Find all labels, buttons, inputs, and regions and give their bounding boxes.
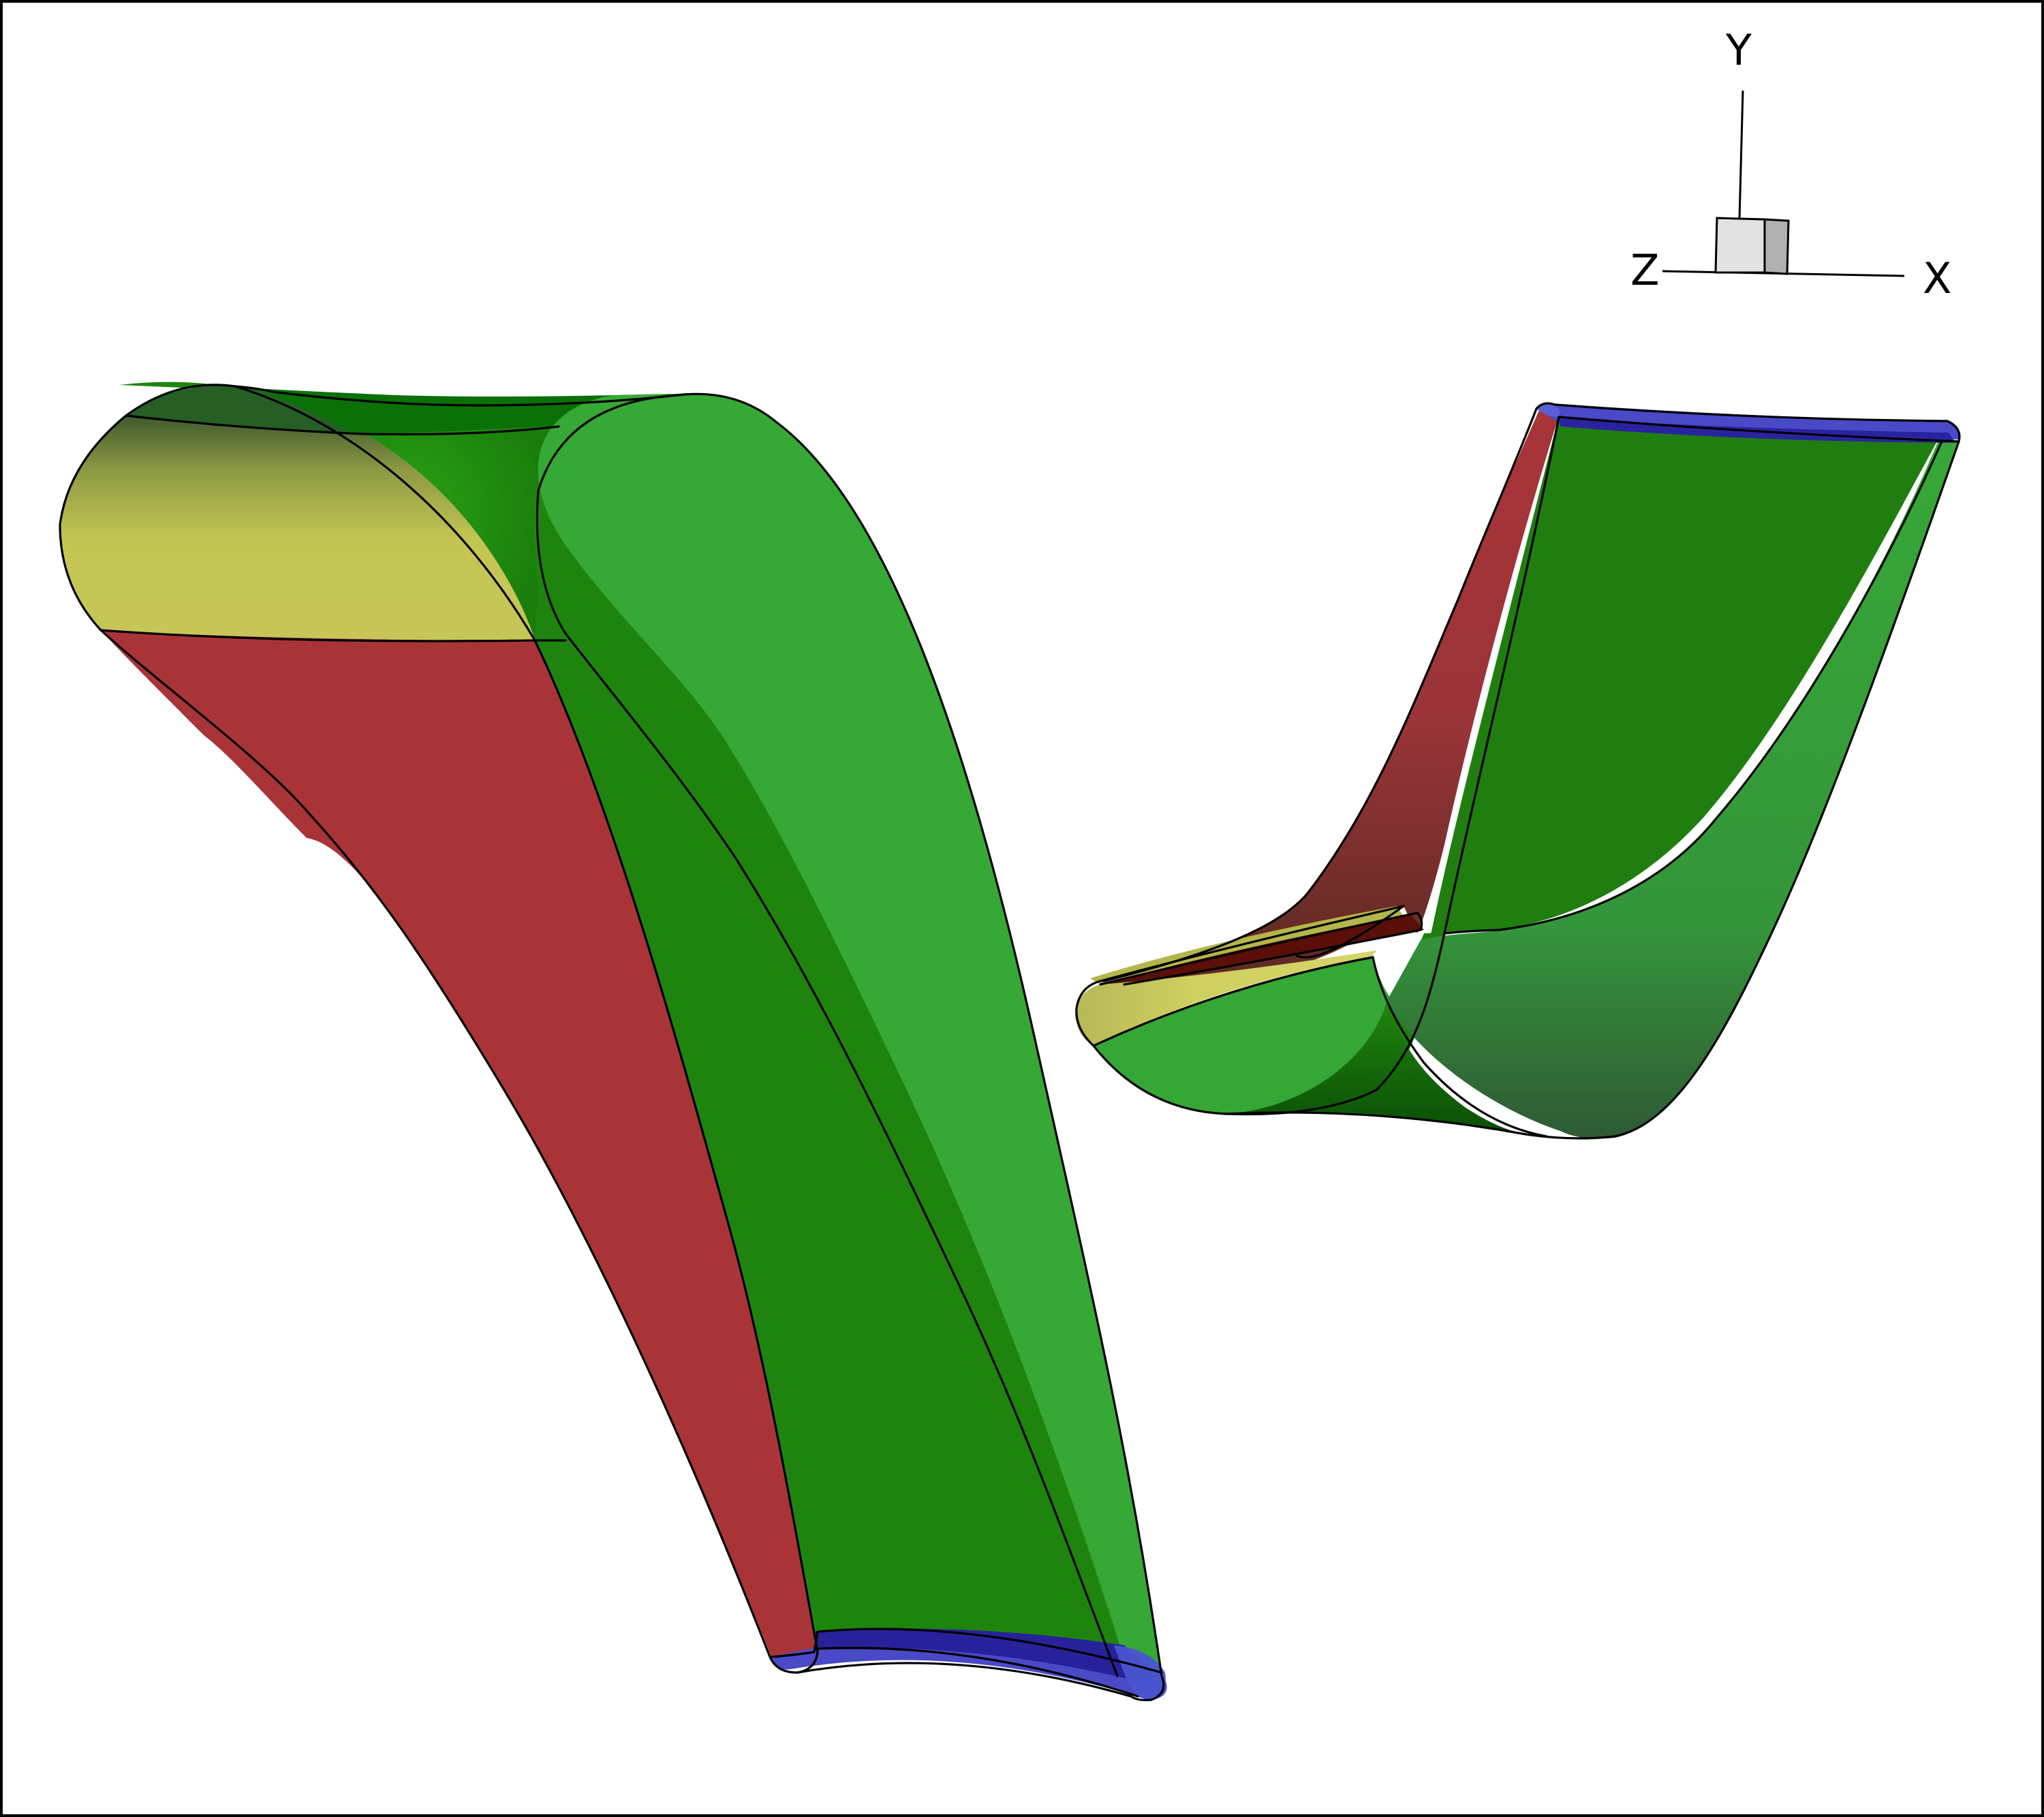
right-blade-gap bbox=[1373, 943, 1421, 1001]
left-blade-yellow-cap bbox=[60, 416, 535, 640]
right-blade-outline-tip bbox=[1558, 416, 1960, 443]
right-blade-tip-band bbox=[1536, 403, 1960, 439]
right-blade-yellow-lead bbox=[1075, 950, 1376, 1046]
left-blade-outline-tip-inner bbox=[816, 1647, 1139, 1698]
left-blade-red-face bbox=[101, 630, 818, 1657]
right-blade-outline-lower-right bbox=[1372, 956, 1548, 1138]
right-blade-bottom-fold bbox=[1226, 1001, 1526, 1134]
right-blade-tip-cap-left bbox=[1536, 403, 1560, 417]
right-blade-dark-channel bbox=[1100, 914, 1424, 988]
axis-y-line bbox=[1738, 90, 1744, 220]
left-blade-tip-band-dark bbox=[814, 1628, 1158, 1681]
right-blade-outline-red-left bbox=[1102, 407, 1538, 982]
left-blade-light-face bbox=[538, 392, 1162, 1677]
left-blade bbox=[59, 382, 1167, 1702]
axis-cube-front bbox=[1714, 217, 1766, 274]
right-blade-right-face bbox=[1387, 433, 1959, 1139]
left-blade-top-cap-shade bbox=[126, 386, 354, 435]
right-blade-main-dark-upper bbox=[1431, 416, 1942, 935]
left-blade-outline-inner bbox=[536, 394, 1119, 1677]
right-blade-outline-inner bbox=[1443, 440, 1943, 935]
right-blade-lower-front bbox=[1094, 957, 1400, 1114]
left-blade-outline-yellow-bottom bbox=[99, 629, 567, 642]
left-blade-outline-tip bbox=[770, 1628, 1163, 1674]
left-blade-outline-tip-cap bbox=[796, 1647, 819, 1674]
right-blade-outline-channel bbox=[1099, 912, 1423, 986]
right-blade bbox=[1075, 402, 1961, 1140]
axis-label-y: Y bbox=[1725, 25, 1752, 75]
axes-triad: Y Z X bbox=[1630, 25, 1951, 303]
axis-cube-side bbox=[1763, 218, 1790, 275]
axis-label-x: X bbox=[1923, 253, 1951, 303]
axis-label-z: Z bbox=[1630, 245, 1659, 295]
right-blade-outline-yellow-lead bbox=[1092, 956, 1374, 1047]
left-blade-dark-face bbox=[535, 514, 1124, 1649]
left-blade-outline-outer bbox=[59, 384, 1165, 1702]
left-blade-leading-bulge bbox=[365, 426, 559, 640]
right-blade-outline-red-right bbox=[1225, 416, 1560, 1116]
left-blade-outline-yellow-top bbox=[125, 414, 560, 436]
left-blade-tip-corner bbox=[1114, 1645, 1166, 1700]
right-blade-red-face bbox=[1104, 409, 1559, 988]
left-blade-outline-ridge bbox=[234, 385, 819, 1653]
